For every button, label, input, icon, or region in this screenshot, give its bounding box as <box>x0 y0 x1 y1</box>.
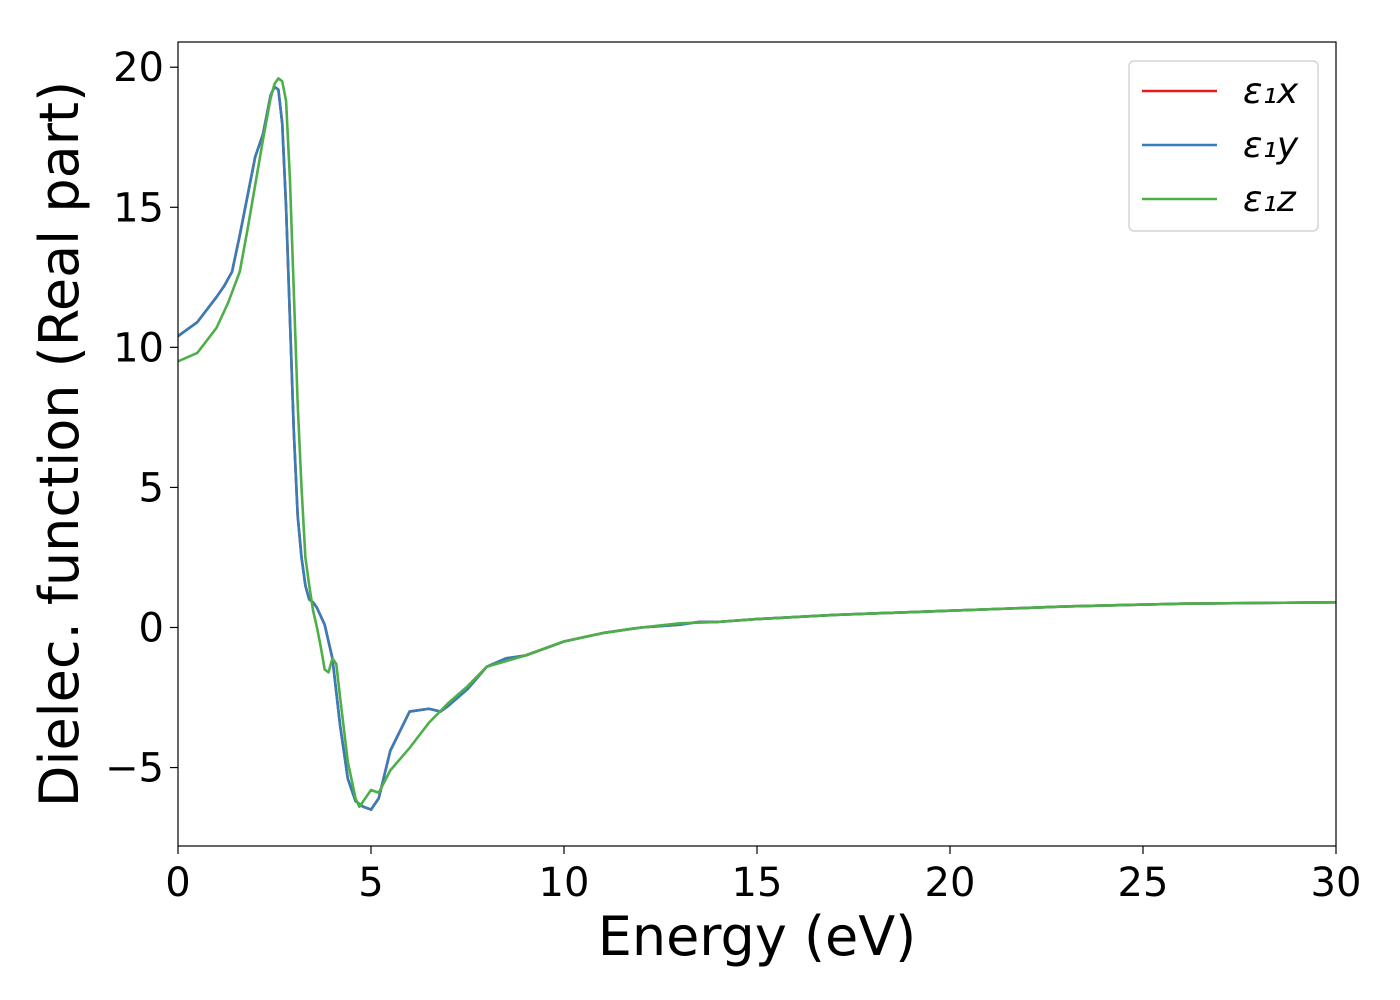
legend-label-3: ε₁z <box>1243 179 1297 220</box>
y-tick-label: 5 <box>139 465 164 511</box>
y-axis-ticks: −5 0 5 10 15 20 <box>105 45 178 792</box>
x-tick-label: 10 <box>539 860 590 906</box>
y-tick-label: 20 <box>113 45 164 91</box>
x-tick-label: 0 <box>165 860 190 906</box>
y-tick-label: 0 <box>139 605 164 651</box>
x-tick-label: 25 <box>1118 860 1169 906</box>
x-axis-label: Energy (eV) <box>598 905 917 968</box>
series-line-3 <box>178 77 1336 809</box>
x-axis-ticks: 0 5 10 15 20 25 30 <box>165 846 1361 906</box>
y-tick-label: 10 <box>113 325 164 371</box>
x-tick-label: 5 <box>358 860 383 906</box>
y-tick-label: 15 <box>113 185 164 231</box>
legend-box <box>1128 60 1319 232</box>
y-axis-label: Dielec. function (Real part) <box>28 81 91 807</box>
y-tick-label: −5 <box>105 746 164 792</box>
x-tick-label: 15 <box>732 860 783 906</box>
legend: ε₁x ε₁y ε₁z <box>1128 60 1319 232</box>
x-tick-label: 20 <box>925 860 976 906</box>
legend-label-2: ε₁y <box>1243 125 1299 166</box>
series-layer <box>178 77 1336 811</box>
legend-label-1: ε₁x <box>1243 71 1299 112</box>
x-tick-label: 30 <box>1311 860 1362 906</box>
